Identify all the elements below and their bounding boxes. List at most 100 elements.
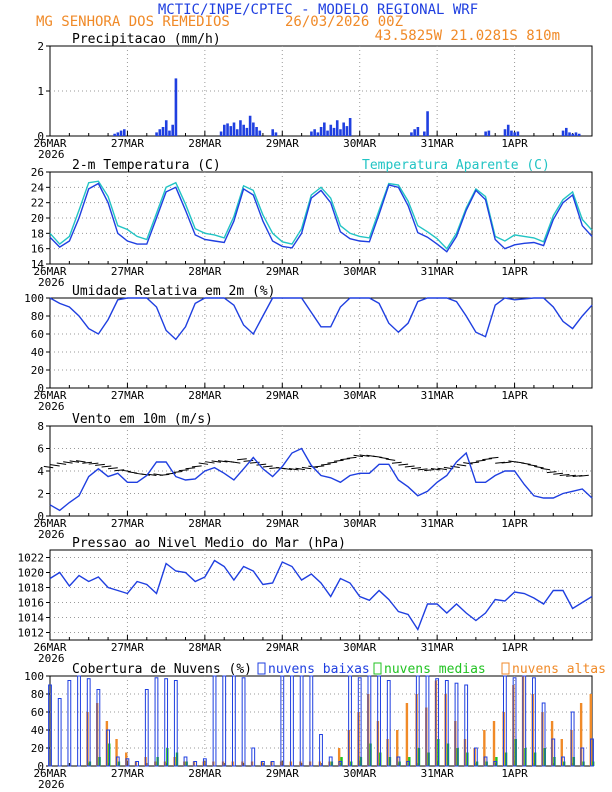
wind-arrow [437, 467, 447, 471]
cloud-bar-low [270, 761, 275, 767]
rh-xtick-label: 29MAR [266, 389, 299, 402]
wind-arrow [295, 467, 305, 471]
precip-bar [348, 118, 352, 136]
precip-ytick-label: 0 [37, 130, 44, 143]
precip-bar [123, 129, 126, 136]
cloud-bar-low [115, 756, 120, 767]
cloud-bar-high [560, 739, 563, 766]
precip-bar [235, 129, 239, 136]
clouds-ytick-label: 0 [37, 760, 44, 773]
clouds-ytick-label: 20 [31, 742, 44, 755]
cloud-bar-low [541, 702, 546, 767]
cloud-bar-low [483, 756, 488, 767]
wind-arrow [178, 469, 189, 472]
clouds-xtick-label: 27MAR [111, 767, 144, 780]
precip-year-label: 2026 [38, 148, 65, 161]
clouds-title: Cobertura de Nuvens (%) [72, 662, 252, 677]
rh-line [49, 297, 593, 341]
wind-arrow [172, 471, 183, 474]
precip-xtick-label: 27MAR [111, 137, 144, 150]
cloud-bar-low [415, 675, 420, 767]
precip-bar [229, 126, 233, 136]
cloud-bar-low [473, 747, 478, 767]
precip-bar [561, 130, 565, 136]
wind-arrow [527, 464, 538, 467]
precip-xtick-label: 31MAR [421, 137, 454, 150]
precip-bar [329, 124, 333, 136]
cloud-bar-low [86, 678, 91, 767]
cloud-bar-high [115, 739, 118, 766]
precip-xtick-label: 29MAR [266, 137, 299, 150]
header-location: MG SENHORA DOS REMEDIOS [36, 14, 230, 30]
wind-arrow [340, 458, 351, 461]
clouds-ytick-label: 60 [31, 706, 44, 719]
wind-arrow [146, 473, 157, 476]
wind-arrow [314, 465, 325, 468]
cloud-bar-low [125, 758, 130, 767]
clouds-ytick-label: 100 [24, 670, 44, 683]
precip-bar [242, 124, 245, 136]
wind-barbs-group [43, 454, 589, 477]
cloud-legend-label: nuvens altas [512, 662, 606, 677]
cloud-bar-low [367, 675, 372, 767]
wind-arrow [82, 461, 92, 464]
clouds-frame [49, 675, 593, 767]
temp-xtick-label: 1APR [501, 265, 528, 278]
cloud-bar-low [212, 675, 217, 767]
press-xtick-label: 30MAR [343, 641, 376, 654]
cloud-legend-swatch [501, 662, 510, 675]
precip-bar [316, 132, 320, 136]
precip-bar [310, 131, 313, 136]
wind-arrow [327, 461, 338, 464]
wind-arrow [56, 462, 67, 465]
precip-bar [577, 133, 581, 136]
cloud-bar-low [144, 689, 149, 767]
wind-arrow [50, 464, 60, 467]
precip-bar [226, 123, 229, 136]
rh-ytick-label: 40 [31, 346, 44, 359]
cloud-bar-low [319, 734, 323, 767]
cloud-bar-low [328, 756, 333, 767]
wind-xtick-label: 1APR [501, 517, 528, 530]
precip-bar [274, 132, 278, 136]
cloud-bar-low [522, 675, 527, 767]
precip-bar [345, 126, 349, 136]
wind-arrow [63, 461, 73, 464]
press-xtick-label: 31MAR [421, 641, 454, 654]
rh-xtick-label: 31MAR [421, 389, 454, 402]
wind-arrow [559, 473, 570, 476]
wind-arrow [230, 461, 241, 464]
wind-arrow [553, 472, 564, 475]
wind-arrow [76, 460, 86, 463]
cloud-bar-high [405, 703, 409, 766]
wind-ytick-label: 0 [37, 510, 44, 523]
precip-bar [258, 130, 262, 136]
rh-title: Umidade Relativa em 2m (%) [72, 284, 276, 299]
rh-ytick-label: 100 [24, 292, 44, 305]
wind-ytick-label: 4 [37, 465, 44, 478]
wind-arrow [69, 460, 80, 463]
wind-arrow [262, 465, 273, 468]
precip-bar [219, 131, 223, 136]
precip-bar [423, 131, 426, 136]
cloud-bar-low [231, 675, 236, 767]
cloud-bar-low [222, 675, 227, 767]
temp-ytick-label: 24 [31, 181, 45, 194]
rh-xtick-label: 1APR [501, 389, 528, 402]
cloud-bar-low [386, 680, 391, 767]
cloud-bar-low [348, 675, 352, 767]
wind-ytick-label: 8 [37, 420, 44, 433]
temp-xtick-label: 30MAR [343, 265, 376, 278]
temp-xtick-label: 28MAR [188, 265, 221, 278]
temp-ytick-label: 18 [31, 227, 44, 240]
wind-arrow [101, 465, 112, 468]
press-ytick-label: 1014 [18, 612, 45, 625]
precip-bar [416, 127, 420, 136]
wind-arrow [333, 459, 344, 462]
precip-bar [223, 124, 226, 136]
cloud-bar-low [164, 678, 169, 767]
precip-bar [574, 132, 578, 136]
press-xtick-label: 28MAR [188, 641, 221, 654]
clouds-xtick-label: 1APR [501, 767, 528, 780]
